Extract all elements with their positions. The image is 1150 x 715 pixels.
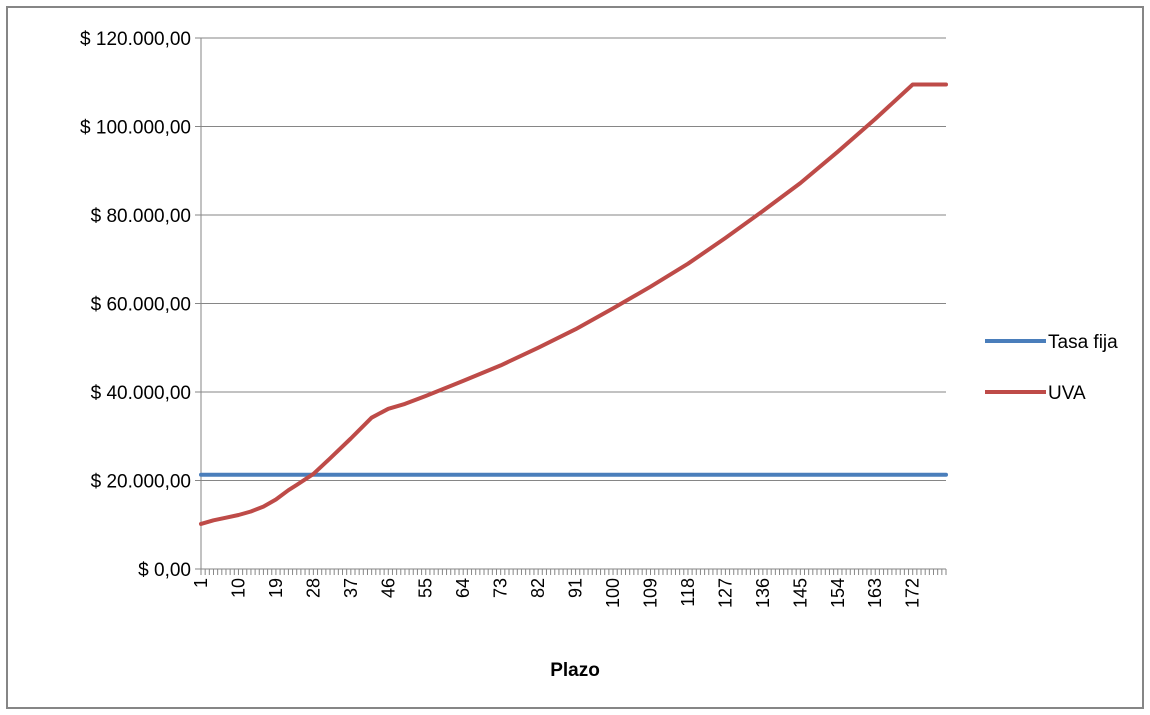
y-tick-label: $ 80.000,00 [91,206,191,227]
x-axis-label: Plazo [550,660,600,681]
y-tick-label: $ 0,00 [138,560,191,581]
y-tick-label: $ 60.000,00 [91,295,191,316]
y-tick-label: $ 40.000,00 [91,383,191,404]
series-line-1 [199,82,948,526]
x-tick-label: 1 [191,578,211,588]
x-tick-label: 163 [865,578,885,608]
x-tick-labels: 1 10 19 28 37 46 55 64 73 82 91 100 109 118 127 136 145 1… [191,578,923,608]
x-tick-label: 172 [903,578,923,608]
x-tick-label: 82 [528,578,548,598]
x-tick-label: 19 [266,578,286,598]
x-tick-label: 91 [566,578,586,598]
y-tick-labels: $ 0,00 $ 20.000,00 $ 40.000,00 $ 60.000,00 $… [80,29,191,581]
legend-label: UVA [1048,383,1086,404]
y-tick-label: $ 100.000,00 [80,118,191,139]
x-tick-label: 10 [228,578,248,598]
x-tick-label: 28 [303,578,323,598]
grid-lines [195,37,946,570]
x-tick-label: 73 [491,578,511,598]
x-tick-label: 109 [640,578,660,608]
axes [200,38,947,575]
x-tick-label: 100 [603,578,623,608]
x-tick-label: 64 [453,578,473,598]
chart-frame [6,6,1144,709]
x-tick-label: 46 [378,578,398,598]
x-tick-label: 145 [790,578,810,608]
legend: Tasa fija UVA [985,332,1118,404]
x-tick-label: 136 [753,578,773,608]
y-tick-label: $ 20.000,00 [91,472,191,493]
x-tick-label: 127 [715,578,735,608]
legend-label: Tasa fija [1048,332,1118,353]
x-tick-label: 37 [341,578,361,598]
x-tick-label: 55 [416,578,436,598]
x-tick-label: 118 [678,578,698,607]
series-lines [199,82,948,526]
x-tick-label: 154 [828,578,848,608]
y-tick-label: $ 120.000,00 [80,29,191,50]
